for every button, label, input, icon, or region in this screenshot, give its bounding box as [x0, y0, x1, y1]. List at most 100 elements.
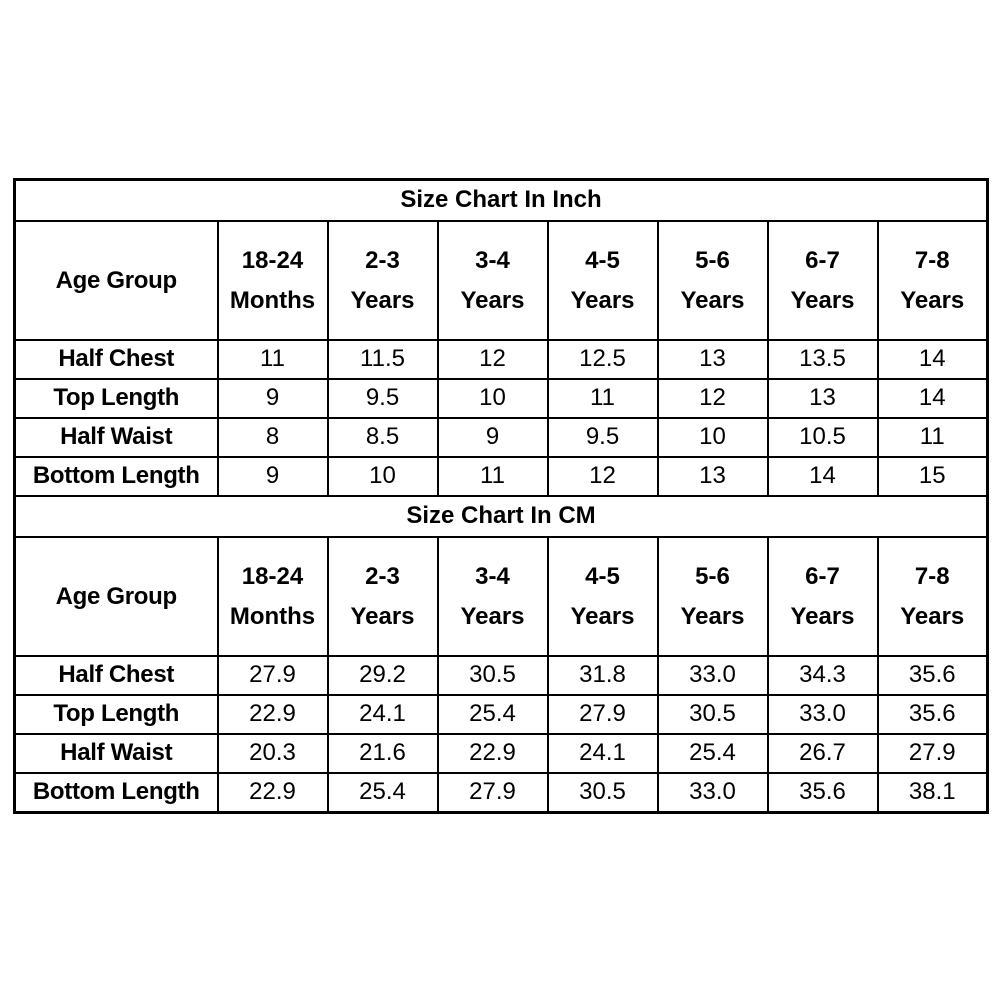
table-row: Half Waist 8 8.5 9 9.5 10 10.5 11: [13, 417, 989, 458]
measurement-value: 29.2: [326, 655, 439, 696]
measurement-value: 30.5: [546, 772, 659, 814]
measurement-value: 22.9: [216, 694, 329, 735]
measurement-value: 10: [326, 456, 439, 497]
age-range: 4-5: [585, 562, 620, 590]
age-unit: Years: [680, 286, 745, 314]
measurement-value: 14: [876, 339, 989, 380]
measurement-value: 11: [436, 456, 549, 497]
measurement-value: 11: [876, 417, 989, 458]
age-unit: Years: [570, 286, 635, 314]
measurement-value: 31.8: [546, 655, 659, 696]
age-column-header: 4-5 Years: [546, 536, 659, 657]
measurement-value: 12: [546, 456, 659, 497]
measurement-value: 25.4: [656, 733, 769, 774]
age-column-header: 2-3 Years: [326, 536, 439, 657]
age-range: 5-6: [695, 246, 730, 274]
measurement-value: 22.9: [216, 772, 329, 814]
measurement-value: 8: [216, 417, 329, 458]
measurement-value: 21.6: [326, 733, 439, 774]
measurement-label: Half Chest: [13, 655, 219, 696]
measurement-value: 11: [216, 339, 329, 380]
measurement-value: 15: [876, 456, 989, 497]
age-column-header: 18-24 Months: [216, 536, 329, 657]
age-range: 7-8: [914, 562, 950, 590]
measurement-value: 27.9: [216, 655, 329, 696]
measurement-value: 27.9: [876, 733, 989, 774]
measurement-value: 13.5: [766, 339, 879, 380]
age-unit: Years: [790, 602, 855, 630]
age-column-header: 3-4 Years: [436, 220, 549, 341]
table-row: Bottom Length 9 10 11 12 13 14 15: [13, 456, 989, 497]
measurement-value: 33.0: [656, 772, 769, 814]
header-row: Age Group 18-24 Months 2-3 Years 3-4 Years 4-5 Y…: [13, 220, 989, 341]
table-row: Top Length 9 9.5 10 11 12 13 14: [13, 378, 989, 419]
section-title-row: Size Chart In Inch: [13, 178, 989, 222]
measurement-value: 27.9: [546, 694, 659, 735]
age-column-header: 5-6 Years: [656, 536, 769, 657]
measurement-value: 24.1: [326, 694, 439, 735]
measurement-value: 13: [766, 378, 879, 419]
measurement-value: 12: [436, 339, 549, 380]
measurement-value: 9: [216, 456, 329, 497]
age-column-header: 7-8 Years: [876, 536, 989, 657]
age-range: 5-6: [695, 562, 730, 590]
age-range: 2-3: [365, 246, 400, 274]
measurement-value: 12.5: [546, 339, 659, 380]
age-unit: Years: [900, 286, 965, 314]
age-range: 18-24: [241, 562, 304, 590]
age-range: 2-3: [365, 562, 400, 590]
measurement-value: 9: [216, 378, 329, 419]
age-range: 3-4: [475, 246, 510, 274]
measurement-value: 38.1: [876, 772, 989, 814]
age-range: 7-8: [914, 246, 950, 274]
section-title-row: Size Chart In CM: [13, 495, 989, 538]
measurement-value: 22.9: [436, 733, 549, 774]
table-row: Top Length 22.9 24.1 25.4 27.9 30.5 33.0 35.6: [13, 694, 989, 735]
measurement-label: Top Length: [13, 694, 219, 735]
measurement-value: 24.1: [546, 733, 659, 774]
age-range: 6-7: [805, 246, 840, 274]
measurement-label: Bottom Length: [13, 456, 219, 497]
header-row: Age Group 18-24 Months 2-3 Years 3-4 Years 4-5 Y…: [13, 536, 989, 657]
measurement-label: Half Chest: [13, 339, 219, 380]
measurement-value: 25.4: [326, 772, 439, 814]
age-unit: Years: [900, 602, 965, 630]
age-unit: Years: [790, 286, 855, 314]
age-group-header: Age Group: [13, 536, 219, 657]
measurement-value: 9: [436, 417, 549, 458]
age-column-header: 3-4 Years: [436, 536, 549, 657]
measurement-value: 25.4: [436, 694, 549, 735]
measurement-value: 13: [656, 339, 769, 380]
table-row: Half Waist 20.3 21.6 22.9 24.1 25.4 26.7 27.9: [13, 733, 989, 774]
measurement-value: 10: [436, 378, 549, 419]
age-unit: Years: [460, 286, 525, 314]
measurement-value: 35.6: [876, 694, 989, 735]
measurement-value: 12: [656, 378, 769, 419]
measurement-label: Top Length: [13, 378, 219, 419]
age-unit: Years: [350, 286, 415, 314]
age-range: 18-24: [241, 246, 304, 274]
age-range: 4-5: [585, 246, 620, 274]
measurement-value: 11: [546, 378, 659, 419]
measurement-value: 10: [656, 417, 769, 458]
measurement-label: Half Waist: [13, 417, 219, 458]
measurement-value: 34.3: [766, 655, 879, 696]
measurement-value: 30.5: [656, 694, 769, 735]
measurement-value: 14: [876, 378, 989, 419]
table-row: Half Chest 27.9 29.2 30.5 31.8 33.0 34.3 35.6: [13, 655, 989, 696]
age-unit: Months: [229, 286, 316, 314]
age-column-header: 7-8 Years: [876, 220, 989, 341]
measurement-value: 9.5: [326, 378, 439, 419]
age-unit: Years: [680, 602, 745, 630]
measurement-label: Bottom Length: [13, 772, 219, 814]
age-unit: Months: [229, 602, 316, 630]
age-column-header: 2-3 Years: [326, 220, 439, 341]
age-group-header: Age Group: [13, 220, 219, 341]
age-range: 6-7: [805, 562, 840, 590]
measurement-value: 33.0: [766, 694, 879, 735]
size-chart-table: Size Chart In Inch Age Group 18-24 Months 2-…: [13, 178, 989, 814]
measurement-value: 35.6: [876, 655, 989, 696]
age-unit: Years: [570, 602, 635, 630]
measurement-value: 13: [656, 456, 769, 497]
age-column-header: 4-5 Years: [546, 220, 659, 341]
